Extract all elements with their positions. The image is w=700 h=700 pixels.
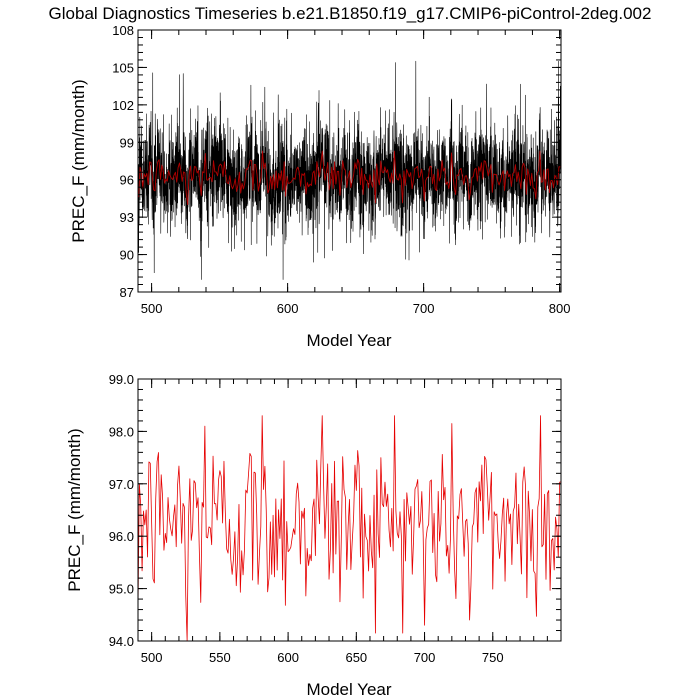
top-x-axis-label: Model Year: [306, 331, 391, 350]
top-y-tick-label: 96: [120, 173, 134, 188]
bottom-series-clip: [138, 415, 561, 641]
bottom-x-axis-label: Model Year: [306, 680, 391, 699]
bottom-x-tick-label: 600: [277, 650, 299, 665]
bottom-y-axis-label: PREC_F (mm/month): [65, 428, 84, 591]
chart-title: Global Diagnostics Timeseries b.e21.B185…: [49, 4, 652, 23]
top-x-tick-label: 500: [141, 301, 163, 316]
top-series-clip: [138, 60, 561, 280]
top-y-tick-label: 102: [112, 98, 134, 113]
top-plot-frame: [137, 29, 562, 293]
bottom-y-tick-label: 98.0: [109, 424, 134, 439]
top-y-tick-label: 90: [120, 248, 134, 263]
bottom-y-tick-label: 95.0: [109, 582, 134, 597]
bottom-y-tick-label: 96.0: [109, 529, 134, 544]
bottom-x-tick-label: 550: [209, 650, 231, 665]
bottom-y-tick-label: 99.0: [109, 372, 134, 387]
bottom-panel: 500 550 600 650 700 750 94.0 95.0 96.0 97.0 98.0 99…: [65, 372, 562, 699]
bottom-x-tick-label: 650: [345, 650, 367, 665]
bottom-tick-group: 500 550 600 650 700 750 94.0 95.0 96.0 97.0 98.0 99…: [109, 372, 562, 665]
bottom-x-tick-label: 700: [414, 650, 436, 665]
bottom-y-tick-label: 97.0: [109, 477, 134, 492]
bottom-series-annual-line: [138, 415, 561, 641]
top-y-tick-label: 87: [120, 285, 134, 300]
top-y-tick-label: 105: [112, 60, 134, 75]
top-series-annual-line: [138, 150, 561, 206]
bottom-x-tick-label: 500: [141, 650, 163, 665]
top-x-tick-label: 800: [549, 301, 571, 316]
top-series-monthly-line: [138, 60, 561, 280]
top-tick-group: 500 600 700 800 87 90 93 96 99 102 105 108: [112, 23, 570, 316]
top-y-axis-label: PREC_F (mm/month): [69, 79, 88, 242]
top-panel: 500 600 700 800 87 90 93 96 99 102 105 108 Model Ye…: [69, 23, 570, 350]
top-y-tick-label: 108: [112, 23, 134, 38]
bottom-series-group: [138, 415, 561, 641]
top-y-tick-label: 99: [120, 135, 134, 150]
bottom-x-tick-label: 750: [482, 650, 504, 665]
bottom-y-tick-label: 94.0: [109, 634, 134, 649]
top-y-tick-label: 93: [120, 210, 134, 225]
top-series-group: [138, 60, 561, 280]
top-x-tick-label: 700: [413, 301, 435, 316]
bottom-plot-frame: [137, 378, 562, 642]
top-x-tick-label: 600: [277, 301, 299, 316]
